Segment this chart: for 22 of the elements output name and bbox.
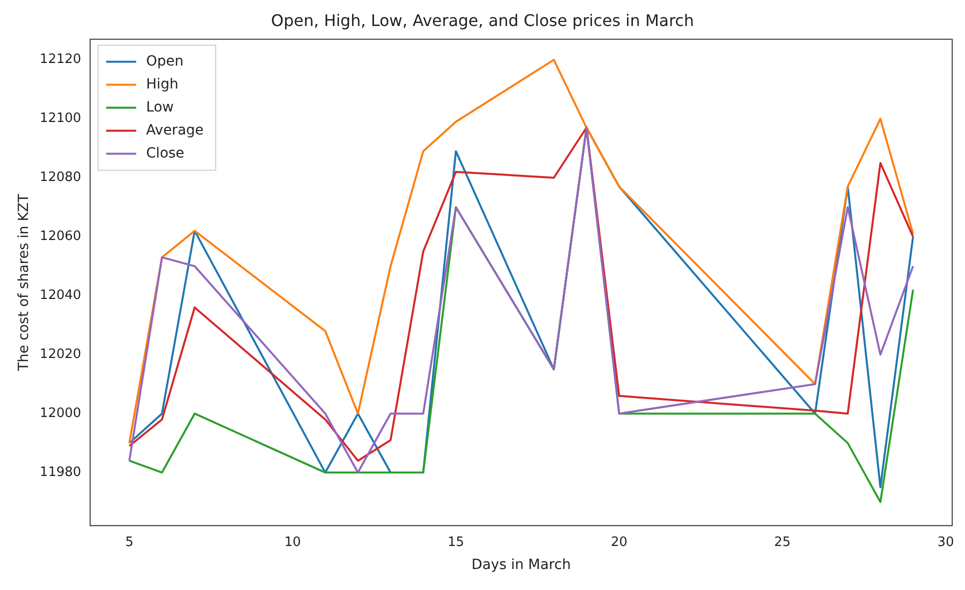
y-axis-title: The cost of shares in KZT	[16, 193, 32, 372]
y-tick-label: 12020	[40, 347, 82, 362]
x-tick-label: 25	[774, 534, 791, 550]
y-tick-label: 12080	[40, 170, 82, 186]
y-tick-label: 12120	[40, 52, 82, 68]
x-axis-title: Days in March	[472, 557, 571, 574]
x-tick-label: 20	[610, 534, 628, 550]
chart-title: Open, High, Low, Average, and Close prices in March	[271, 10, 694, 30]
x-tick-label: 30	[937, 534, 954, 550]
x-tick-label: 5	[125, 534, 134, 550]
y-tick-label: 12000	[40, 406, 82, 421]
legend-label: Close	[146, 145, 184, 162]
x-tick-label: 10	[284, 534, 301, 550]
legend-label: Open	[146, 53, 184, 70]
y-tick-label: 12040	[40, 288, 82, 304]
legend-label: High	[146, 76, 178, 92]
legend-label: Average	[146, 122, 204, 138]
x-tick-label: 15	[448, 534, 464, 550]
y-tick-label: 11980	[40, 464, 82, 480]
legend-label: Low	[146, 99, 174, 116]
y-tick-label: 12060	[40, 229, 82, 244]
y-tick-label: 12100	[40, 111, 82, 126]
